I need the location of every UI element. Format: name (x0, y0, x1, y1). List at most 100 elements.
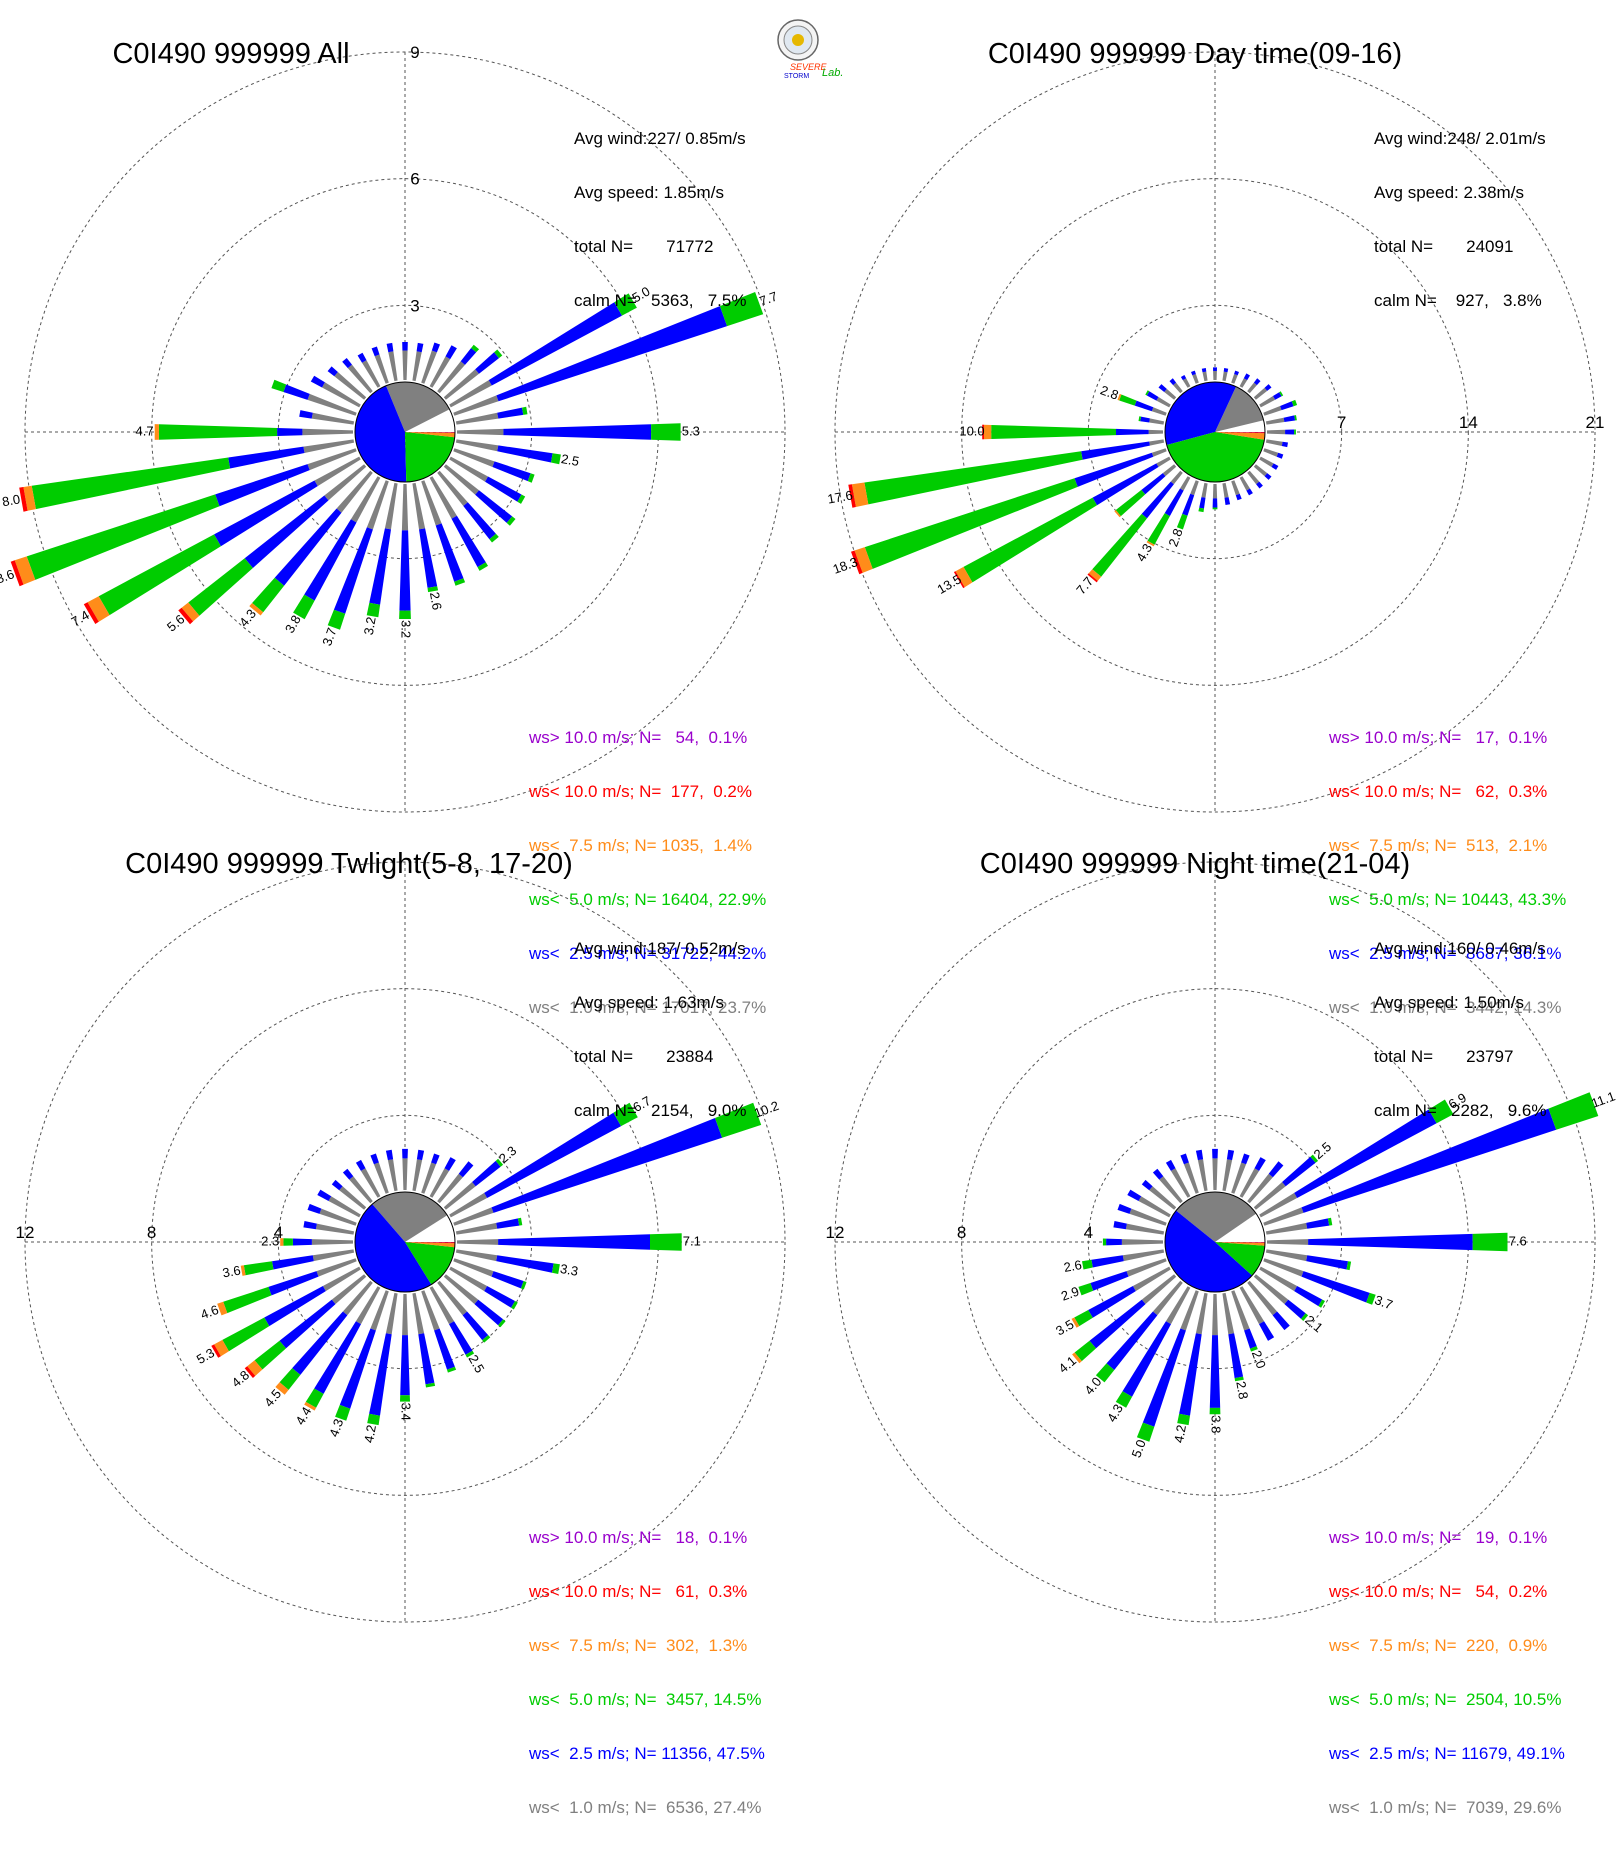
bar-segment-lt25 (472, 1161, 501, 1186)
bar-segment-lt25 (215, 464, 310, 506)
speed-legend: ws> 10.0 m/s; N= 19, 0.1% ws< 10.0 m/s; … (1329, 1493, 1565, 1853)
bar-segment-lt25 (228, 447, 304, 469)
legend-lt10: ws< 10.0 m/s; N= 61, 0.3% (529, 1583, 765, 1601)
bar-segment-lt25 (498, 1234, 650, 1249)
bar-segment-lt1 (1171, 471, 1183, 484)
bar-segment-lt5 (1198, 508, 1204, 512)
bar-value-label: 2.5 (560, 451, 580, 469)
bar-segment-lt1 (375, 355, 389, 384)
bar-segment-lt5 (551, 453, 561, 464)
bar-segment-lt25 (497, 445, 552, 462)
bar-segment-lt1 (402, 484, 408, 530)
bar-segment-lt25 (434, 1329, 455, 1370)
bar-segment-lt1 (1266, 1223, 1307, 1235)
bar-value-label: 2.8 (1098, 382, 1120, 402)
bar-segment-lt25 (292, 1312, 347, 1375)
bar-segment-lt1 (402, 351, 407, 381)
bar-segment-lt25 (1213, 367, 1217, 371)
radial-tick-label: 6 (410, 170, 419, 189)
bar-segment-lt1 (444, 464, 479, 495)
bar-segment-lt1 (308, 448, 357, 470)
bar-segment-lt1 (386, 1293, 398, 1334)
bar-value-label: 5.0 (1128, 1438, 1148, 1460)
stat-total-n: total N= 71772 (574, 238, 746, 256)
bar-segment-lt25 (1213, 498, 1218, 507)
bar-segment-lt5 (1294, 430, 1296, 435)
bar-value-label: 5.3 (682, 423, 700, 438)
bar-segment-lt25 (1147, 391, 1159, 400)
bar-segment-lt1 (388, 1159, 398, 1191)
bar-segment-lt5 (367, 1414, 380, 1425)
stat-calm-n: calm N= 927, 3.8% (1374, 292, 1546, 310)
bar-segment-lt1 (1231, 374, 1238, 384)
bar-segment-lt1 (437, 471, 468, 506)
bar-segment-lt5 (1116, 490, 1145, 516)
legend-gt10: ws> 10.0 m/s; N= 19, 0.1% (1329, 1529, 1565, 1547)
bar-segment-lt1 (444, 369, 479, 400)
bar-segment-lt1 (1192, 374, 1199, 384)
bar-value-label: 4.2 (1171, 1424, 1189, 1444)
bar-segment-lt75 (280, 1238, 283, 1246)
bar-segment-lt1 (1212, 1158, 1217, 1190)
bar-segment-lt5 (367, 603, 380, 617)
bar-segment-lt25 (370, 1154, 379, 1165)
bar-value-label: 2.6 (427, 591, 445, 611)
bar-segment-lt25 (497, 408, 523, 419)
stats-box: Avg wind:248/ 2.01m/s Avg speed: 2.38m/s… (1374, 94, 1546, 346)
stat-avg-speed: Avg speed: 1.50m/s (1374, 994, 1546, 1012)
legend-lt10: ws< 10.0 m/s; N= 62, 0.3% (1329, 783, 1566, 801)
bar-segment-lt25 (1116, 429, 1149, 435)
bar-segment-lt25 (1259, 1321, 1274, 1341)
stat-avg-wind: Avg wind:227/ 0.85m/s (574, 130, 746, 148)
bar-value-label: 11.1 (1589, 1088, 1617, 1110)
legend-gt10: ws> 10.0 m/s; N= 17, 0.1% (1329, 729, 1566, 747)
bar-segment-lt25 (277, 428, 302, 436)
bar-segment-lt25 (1143, 1329, 1186, 1427)
bar-segment-lt25 (372, 347, 380, 357)
bar-segment-lt25 (317, 1190, 331, 1201)
bar-value-label: 17.6 (826, 487, 854, 506)
bar-segment-lt5 (400, 1395, 410, 1401)
bar-value-label: 4.6 (198, 1302, 220, 1322)
bar-segment-lt25 (461, 348, 477, 365)
stat-avg-wind: Avg wind:248/ 2.01m/s (1374, 130, 1546, 148)
stat-total-n: total N= 23884 (574, 1048, 746, 1066)
bar-segment-lt25 (1135, 401, 1154, 412)
bar-segment-lt5 (1473, 1233, 1508, 1251)
bar-segment-lt25 (485, 477, 521, 502)
bar-segment-lt5 (399, 611, 411, 619)
stat-calm-n: calm N= 2154, 9.0% (574, 1102, 746, 1120)
bar-segment-lt1 (316, 1224, 354, 1235)
bar-value-label: 7.1 (683, 1233, 701, 1248)
bar-segment-lt25 (446, 345, 457, 359)
bar-segment-lt1 (402, 1294, 408, 1335)
bar-segment-lt5 (255, 1341, 286, 1370)
bar-value-label: 3.6 (221, 1263, 241, 1281)
bar-value-label: 4.2 (361, 1424, 379, 1444)
bar-segment-lt1 (1267, 1239, 1308, 1245)
bar-segment-lt5 (650, 1233, 682, 1250)
bar-segment-lt1 (1222, 372, 1227, 382)
bar-segment-lt25 (417, 1150, 424, 1160)
bar-segment-lt1 (1222, 1293, 1234, 1334)
bar-segment-lt25 (387, 343, 394, 352)
bar-value-label: 7.7 (757, 288, 779, 308)
bar-value-label: 8.0 (1, 491, 21, 509)
bar-segment-lt25 (1308, 1234, 1473, 1250)
bar-segment-lt5 (271, 380, 286, 392)
bar-segment-lt5 (1078, 1283, 1093, 1295)
bar-value-label: 10.2 (752, 1098, 781, 1121)
bar-segment-lt25 (1269, 1161, 1284, 1177)
legend-lt75: ws< 7.5 m/s; N= 302, 1.3% (529, 1637, 765, 1655)
stat-total-n: total N= 24091 (1374, 238, 1546, 256)
bar-segment-lt1 (1123, 1249, 1164, 1261)
bar-segment-lt25 (1225, 497, 1231, 505)
bar-segment-lt25 (1282, 1157, 1316, 1187)
bar-value-label: 18.3 (831, 554, 860, 577)
panel-title: C0I490 999999 Twlight(5-8, 17-20) (0, 848, 754, 881)
bar-segment-lt5 (1082, 1260, 1093, 1270)
bar-segment-lt25 (503, 424, 651, 439)
